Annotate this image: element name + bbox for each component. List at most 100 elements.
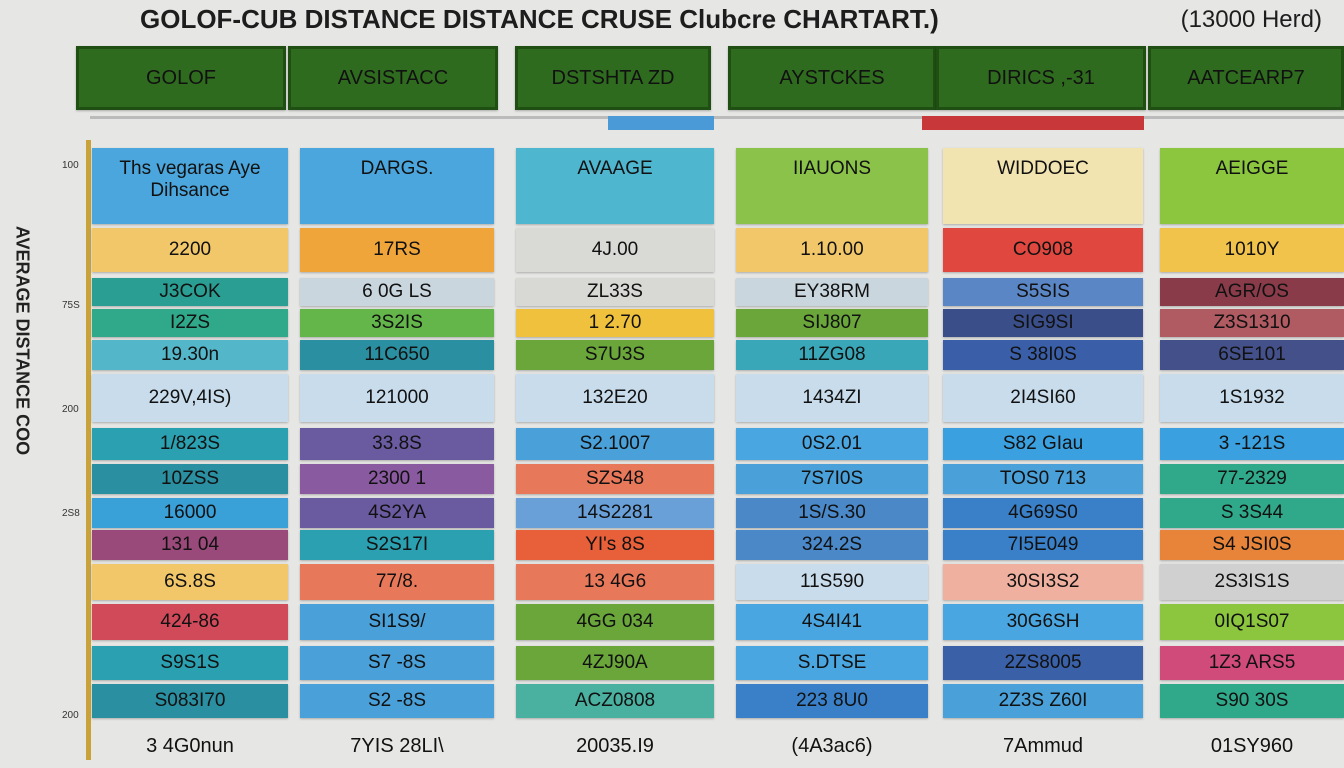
table-cell: ZL33S	[516, 278, 714, 306]
table-cell: S2 -8S	[300, 684, 494, 718]
table-cell: ACZ0808	[516, 684, 714, 718]
table-cell: 2200	[92, 228, 288, 272]
axis-label: 200	[62, 710, 79, 721]
table-cell: 131 04	[92, 530, 288, 560]
table-cell: 1.10.00	[736, 228, 928, 272]
table-cell: S 38I0S	[943, 340, 1143, 370]
axis-bar	[86, 140, 91, 760]
axis-label: 100	[62, 160, 79, 171]
table-cell: 7I5E049	[943, 530, 1143, 560]
table-cell: 30G6SH	[943, 604, 1143, 640]
table-cell: S4 JSI0S	[1160, 530, 1344, 560]
table-cell: S 3S44	[1160, 498, 1344, 528]
table-cell: 30SI3S2	[943, 564, 1143, 600]
table-cell: 2300 1	[300, 464, 494, 494]
table-cell: S2S17I	[300, 530, 494, 560]
table-cell: 6S.8S	[92, 564, 288, 600]
column-header: IIAUONS	[736, 148, 928, 224]
footer-cell: 7YIS 28LI\	[350, 734, 444, 757]
table-cell: CO908	[943, 228, 1143, 272]
table-cell: 77-2329	[1160, 464, 1344, 494]
table-cell: S7U3S	[516, 340, 714, 370]
rule	[90, 116, 1344, 119]
table-cell: 3 -121S	[1160, 428, 1344, 460]
axis-label: 2S8	[62, 508, 80, 519]
column-header: WIDDOEC	[943, 148, 1143, 224]
top-header: GOLOF	[76, 46, 286, 110]
table-cell: 1S1932	[1160, 374, 1344, 422]
table-cell: 7S7I0S	[736, 464, 928, 494]
column-header: AVAAGE	[516, 148, 714, 224]
table-cell: S083I70	[92, 684, 288, 718]
table-cell: YI's 8S	[516, 530, 714, 560]
table-cell: 223 8U0	[736, 684, 928, 718]
table-cell: 13 4G6	[516, 564, 714, 600]
table-cell: 2ZS8005	[943, 646, 1143, 680]
column-header: AEIGGE	[1160, 148, 1344, 224]
axis-label: 75S	[62, 300, 80, 311]
top-header: AATCEARP7	[1148, 46, 1344, 110]
note: (13000 Herd)	[1180, 6, 1322, 33]
top-header: DIRICS ,-31	[936, 46, 1146, 110]
footer-cell: 3 4G0nun	[146, 734, 234, 757]
table-cell: 229V,4IS)	[92, 374, 288, 422]
table-cell: S7 -8S	[300, 646, 494, 680]
table-cell: SIG9SI	[943, 309, 1143, 337]
table-cell: 4G69S0	[943, 498, 1143, 528]
table-cell: EY38RM	[736, 278, 928, 306]
axis-label: 200	[62, 404, 79, 415]
table-cell: S2.1007	[516, 428, 714, 460]
table-cell: 33.8S	[300, 428, 494, 460]
table-cell: 10ZSS	[92, 464, 288, 494]
table-cell: 6 0G LS	[300, 278, 494, 306]
table-cell: 4GG 034	[516, 604, 714, 640]
table-cell: S82 GIau	[943, 428, 1143, 460]
table-cell: 424-86	[92, 604, 288, 640]
footer-cell: 01SY960	[1210, 734, 1294, 757]
table-cell: 11C650	[300, 340, 494, 370]
table-cell: Z3S1310	[1160, 309, 1344, 337]
table-cell: 3S2IS	[300, 309, 494, 337]
table-cell: S5SIS	[943, 278, 1143, 306]
footer-cell: 20035.I9	[576, 734, 654, 757]
top-header: AVSISTACC	[288, 46, 498, 110]
accent	[608, 116, 714, 130]
top-header: DSTSHTA ZD	[515, 46, 711, 110]
table-cell: 2S3IS1S	[1160, 564, 1344, 600]
table-cell: 1 2.70	[516, 309, 714, 337]
table-cell: 4J.00	[516, 228, 714, 272]
table-cell: 6SE101	[1160, 340, 1344, 370]
table-cell: 4S2YA	[300, 498, 494, 528]
table-cell: 0IQ1S07	[1160, 604, 1344, 640]
table-cell: 2I4SI60	[943, 374, 1143, 422]
table-cell: 16000	[92, 498, 288, 528]
table-cell: 1010Y	[1160, 228, 1344, 272]
table-cell: 1S/S.30	[736, 498, 928, 528]
table-cell: 11ZG08	[736, 340, 928, 370]
table-cell: 2Z3S Z60I	[943, 684, 1143, 718]
table-cell: S9S1S	[92, 646, 288, 680]
title: GOLOF-CUB DISTANCE DISTANCE CRUSE Clubcr…	[140, 4, 939, 34]
footer-cell: (4A3ac6)	[791, 734, 873, 757]
table-cell: 1Z3 ARS5	[1160, 646, 1344, 680]
table-cell: 19.30n	[92, 340, 288, 370]
table-cell: S90 30S	[1160, 684, 1344, 718]
table-cell: 11S590	[736, 564, 928, 600]
side-label: AVERAGE DISTANCE COO	[12, 225, 33, 456]
table-cell: 17RS	[300, 228, 494, 272]
table-cell: 77/8.	[300, 564, 494, 600]
accent	[922, 116, 1144, 130]
table-cell: 0S2.01	[736, 428, 928, 460]
top-header: AYSTCKES	[728, 46, 936, 110]
table-cell: 1434ZI	[736, 374, 928, 422]
column-header: Ths vegaras Aye Dihsance	[92, 148, 288, 224]
table-cell: 1/823S	[92, 428, 288, 460]
table-cell: SI1S9/	[300, 604, 494, 640]
table-cell: SIJ807	[736, 309, 928, 337]
table-cell: 14S2281	[516, 498, 714, 528]
table-cell: S.DTSE	[736, 646, 928, 680]
table-cell: I2ZS	[92, 309, 288, 337]
table-cell: 324.2S	[736, 530, 928, 560]
table-cell: SZS48	[516, 464, 714, 494]
